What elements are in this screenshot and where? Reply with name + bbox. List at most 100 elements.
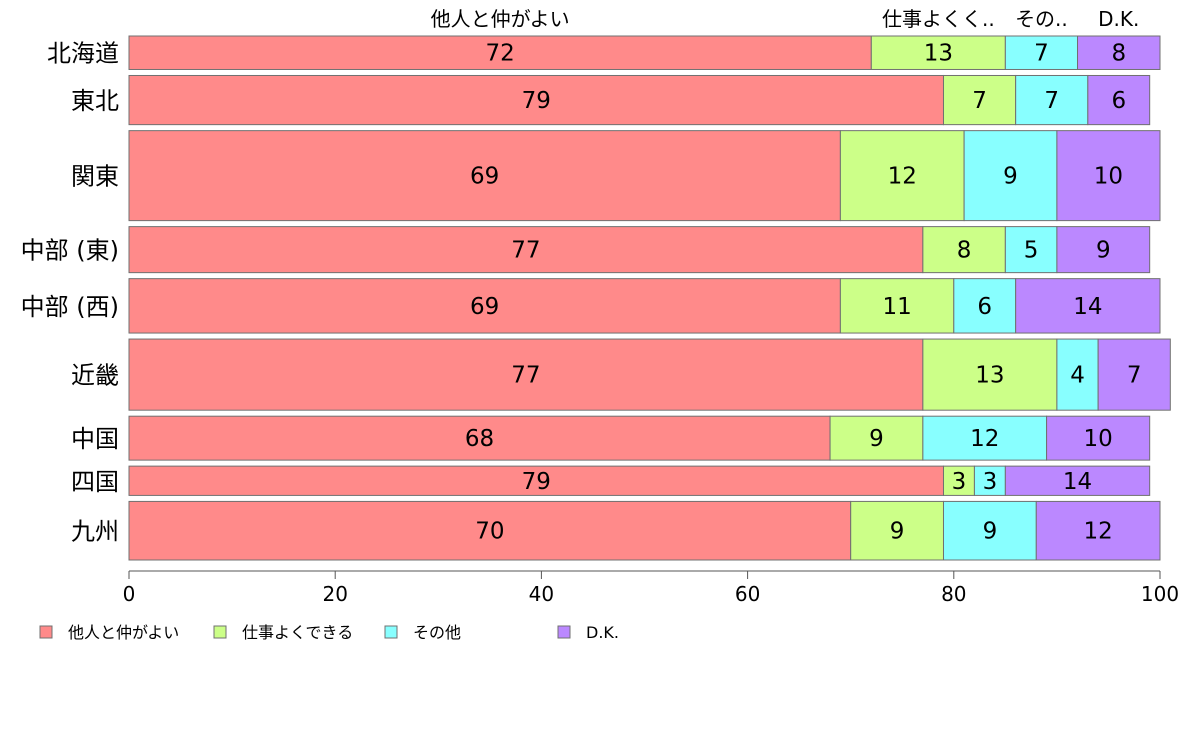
category-label: 近畿 bbox=[71, 362, 119, 390]
bar-value-label: 69 bbox=[470, 164, 499, 190]
bar-value-label: 12 bbox=[970, 426, 999, 452]
bar-segment bbox=[1015, 74, 1089, 126]
bar-segment bbox=[1056, 226, 1151, 274]
bar-segment bbox=[1046, 415, 1151, 461]
bar-value-label: 5 bbox=[1024, 238, 1039, 264]
series-top-label: D.K. bbox=[1098, 7, 1139, 31]
series-top-label: 他人と仲がよい bbox=[431, 7, 570, 31]
category-label: 九州 bbox=[71, 518, 119, 546]
bar-value-label: 6 bbox=[1111, 88, 1126, 114]
category-label: 関東 bbox=[71, 163, 119, 191]
x-tick-label: 80 bbox=[941, 582, 966, 606]
bar-segment bbox=[1077, 35, 1161, 70]
bar-value-label: 8 bbox=[1111, 41, 1126, 67]
top-labels: 他人と仲がよい 仕事よくく.. その.. D.K. bbox=[431, 7, 1140, 31]
bar-value-label: 9 bbox=[1096, 238, 1111, 264]
series-top-label: 仕事よくく.. bbox=[882, 7, 995, 31]
bar-value-label: 14 bbox=[1063, 469, 1092, 495]
x-axis: 0 20 40 60 80 100 bbox=[123, 570, 1179, 606]
bar-segment bbox=[1004, 465, 1151, 496]
bar-value-label: 79 bbox=[522, 469, 551, 495]
bar-value-label: 9 bbox=[983, 519, 998, 545]
bar-value-label: 7 bbox=[1034, 41, 1049, 67]
x-tick-label: 40 bbox=[529, 582, 554, 606]
bar-segment bbox=[1056, 130, 1161, 222]
bar-value-label: 12 bbox=[1083, 519, 1112, 545]
bar-value-label: 9 bbox=[1003, 164, 1018, 190]
category-label: 中部 (西) bbox=[21, 293, 119, 321]
bar-segment bbox=[128, 415, 831, 461]
category-label: 中部 (東) bbox=[21, 237, 119, 265]
legend-swatch bbox=[39, 625, 53, 639]
bar-value-label: 11 bbox=[882, 294, 911, 320]
bar-segment bbox=[953, 278, 1017, 334]
bar-segment bbox=[850, 500, 944, 561]
bar-segment bbox=[128, 74, 944, 126]
bar-segment bbox=[942, 500, 1037, 561]
bar-value-label: 70 bbox=[475, 519, 504, 545]
bar-segment bbox=[1004, 35, 1079, 70]
bar-segment bbox=[973, 465, 1006, 496]
series-top-label: その.. bbox=[1015, 7, 1068, 31]
bar-value-label: 7 bbox=[972, 88, 987, 114]
x-tick-label: 0 bbox=[123, 582, 136, 606]
bar-value-label: 10 bbox=[1083, 426, 1112, 452]
bar-value-label: 68 bbox=[465, 426, 494, 452]
bar-value-label: 3 bbox=[983, 469, 998, 495]
legend-label: その他 bbox=[413, 623, 461, 642]
bar-segment bbox=[839, 278, 955, 334]
bar-segment bbox=[839, 130, 965, 222]
bar-value-label: 77 bbox=[511, 238, 540, 264]
legend: 他人と仲がよい 仕事よくできる その他 D.K. bbox=[39, 623, 619, 642]
bar-segment bbox=[1035, 500, 1161, 561]
x-tick-label: 60 bbox=[735, 582, 760, 606]
bar-segment bbox=[1015, 278, 1161, 334]
bar-segment bbox=[128, 35, 872, 70]
bar-segment bbox=[128, 278, 841, 334]
x-tick-label: 100 bbox=[1141, 582, 1179, 606]
bar-value-label: 72 bbox=[486, 41, 515, 67]
bar-value-label: 6 bbox=[977, 294, 992, 320]
bar-value-label: 9 bbox=[890, 519, 905, 545]
bar-value-label: 9 bbox=[869, 426, 884, 452]
bar-segment bbox=[128, 130, 841, 222]
bar-segment bbox=[128, 226, 924, 274]
bar-segment bbox=[128, 338, 924, 411]
bar-segment bbox=[1097, 338, 1171, 411]
x-tick-label: 20 bbox=[322, 582, 347, 606]
bar-value-label: 14 bbox=[1073, 294, 1102, 320]
legend-label: 他人と仲がよい bbox=[68, 623, 179, 642]
category-label: 東北 bbox=[71, 87, 119, 115]
bar-segment bbox=[870, 35, 1006, 70]
bar-value-label: 12 bbox=[888, 164, 917, 190]
bar-segment bbox=[942, 74, 1017, 126]
category-label: 中国 bbox=[71, 425, 119, 453]
bar-value-label: 13 bbox=[975, 363, 1004, 389]
bar-value-label: 3 bbox=[952, 469, 967, 495]
bar-segment bbox=[1056, 338, 1099, 411]
bar-value-label: 7 bbox=[1127, 363, 1142, 389]
category-label: 四国 bbox=[71, 468, 119, 496]
bar-segment bbox=[1087, 74, 1151, 126]
bar-value-label: 79 bbox=[522, 88, 551, 114]
legend-swatch bbox=[384, 625, 398, 639]
bar-segment bbox=[922, 338, 1058, 411]
bar-value-label: 4 bbox=[1070, 363, 1085, 389]
bar-segment bbox=[128, 465, 944, 496]
bar-value-label: 7 bbox=[1044, 88, 1059, 114]
bar-value-label: 8 bbox=[957, 238, 972, 264]
bar-value-label: 10 bbox=[1094, 164, 1123, 190]
legend-label: 仕事よくできる bbox=[242, 623, 353, 642]
legend-label: D.K. bbox=[586, 623, 619, 642]
category-label: 北海道 bbox=[47, 40, 119, 68]
bar-value-label: 77 bbox=[511, 363, 540, 389]
legend-swatch bbox=[557, 625, 571, 639]
legend-swatch bbox=[213, 625, 227, 639]
bar-segment bbox=[922, 415, 1048, 461]
bar-segment bbox=[922, 226, 1006, 274]
bar-value-label: 13 bbox=[924, 41, 953, 67]
bar-value-label: 69 bbox=[470, 294, 499, 320]
